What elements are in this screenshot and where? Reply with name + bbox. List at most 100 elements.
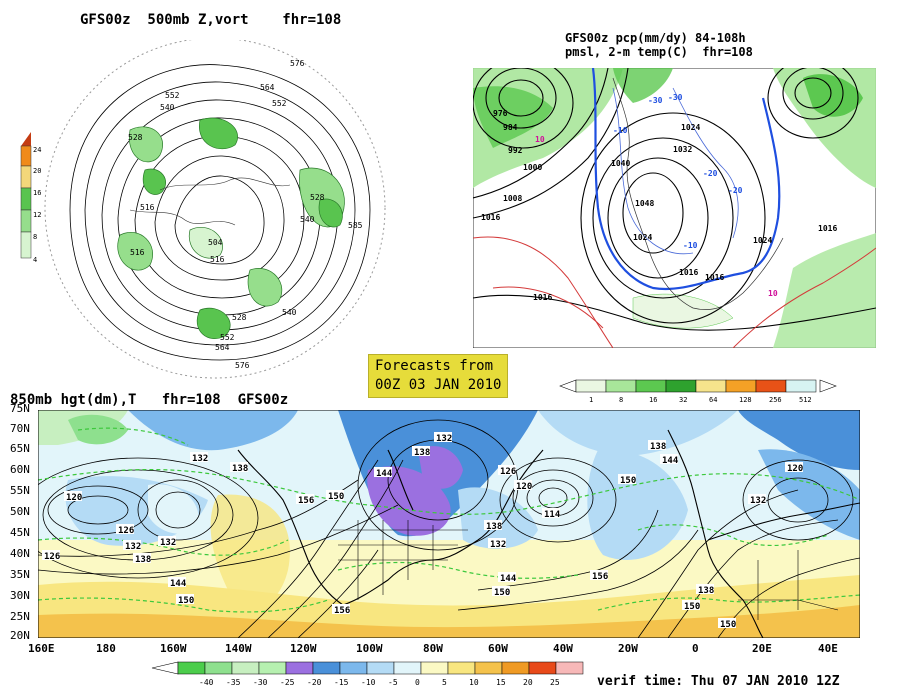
pressure-label: 1016 <box>818 224 837 233</box>
hemisphere-850mb-map: 132 138 120 126 132 138 144 150 156 144 … <box>38 410 860 638</box>
temp-scale-label: -35 <box>226 678 241 687</box>
temp-label: -30 <box>648 96 663 105</box>
pressure-label: 1016 <box>679 268 698 277</box>
pressure-label: 992 <box>508 146 523 155</box>
lat-label: 70N <box>10 422 30 435</box>
contour-label: 504 <box>208 238 223 247</box>
temp-scale-label: 10 <box>469 678 479 687</box>
lon-label: 140W <box>225 642 252 655</box>
temp-scale-swatch <box>231 661 260 675</box>
forecast-init-time: 00Z 03 JAN 2010 <box>375 377 502 393</box>
height-label: 114 <box>544 510 561 520</box>
height-label: 132 <box>160 538 176 548</box>
precip-scale-label: 512 <box>799 396 812 404</box>
precip-scale-swatch <box>635 379 667 393</box>
temp-scale-label: -25 <box>280 678 295 687</box>
lon-label: 60W <box>488 642 508 655</box>
temp-scale-label: 5 <box>442 678 447 687</box>
precip-scale-label: 16 <box>649 396 657 404</box>
precip-scale-swatch <box>725 379 757 393</box>
height-label: 120 <box>66 493 82 503</box>
precip-scale-swatch <box>605 379 637 393</box>
scale-label: 8 <box>33 233 37 241</box>
temp-scale-label: 0 <box>415 678 420 687</box>
precip-scale-swatch <box>665 379 697 393</box>
contour-label: 528 <box>128 133 143 142</box>
temp-label: -20 <box>728 186 743 195</box>
contour-label: 564 <box>260 83 275 92</box>
precip-scale-label: 256 <box>769 396 782 404</box>
lat-label: 50N <box>10 505 30 518</box>
temp-label: -30 <box>668 93 683 102</box>
height-label: 138 <box>414 448 430 458</box>
temp-scale-swatch <box>474 661 503 675</box>
height-label: 144 <box>500 574 517 584</box>
contour-label: 552 <box>272 99 287 108</box>
contour-label: 585 <box>348 221 363 230</box>
lat-label: 55N <box>10 484 30 497</box>
contour-label: 576 <box>290 59 305 68</box>
height-label: 138 <box>650 442 666 452</box>
height-label: 144 <box>376 469 393 479</box>
pressure-label: 976 <box>493 109 508 118</box>
pressure-label: 984 <box>503 123 518 132</box>
polar-contour-labels: 576 564 552 540 528 516 504 516 528 540 … <box>128 59 363 370</box>
temp-scale-label: -5 <box>388 678 398 687</box>
temp-scale-swatch <box>366 661 395 675</box>
temp-scale-label: -40 <box>199 678 214 687</box>
scale-swatch <box>20 231 32 259</box>
temp-label: 10 <box>768 289 778 298</box>
temp-scale-swatch <box>447 661 476 675</box>
height-label: 126 <box>500 467 516 477</box>
precip-scale-swatch <box>575 379 607 393</box>
temp-scale-swatch <box>339 661 368 675</box>
pressure-label: 1016 <box>533 293 552 302</box>
contour-label: 552 <box>220 333 235 342</box>
contour-label: 564 <box>215 343 230 352</box>
scale-label: 4 <box>33 256 37 264</box>
height-label: 150 <box>684 602 700 612</box>
temperature-scale: -40 -35 -30 -25 -20 -15 -10 -5 0 5 10 15 20 25 <box>151 661 584 687</box>
temp-scale-label: 25 <box>550 678 560 687</box>
lon-label: 20W <box>618 642 638 655</box>
contour-label: 540 <box>300 215 315 224</box>
height-label: 132 <box>192 454 208 464</box>
temp-scale-swatch <box>312 661 341 675</box>
lon-label: 160W <box>160 642 187 655</box>
temp-scale-swatch <box>501 661 530 675</box>
pressure-label: 1024 <box>633 233 652 242</box>
precip-scale-swatch <box>785 379 817 393</box>
temp-scale-label: 20 <box>523 678 533 687</box>
pressure-label: 1024 <box>681 123 700 132</box>
precip-scale: 1 8 16 32 64 128 256 512 <box>559 379 837 404</box>
contour-label: 540 <box>282 308 297 317</box>
polar-stereographic-map: 576 564 552 540 528 516 504 516 528 540 … <box>44 40 386 379</box>
height-label: 156 <box>298 496 314 506</box>
precip-scale-swatch <box>755 379 787 393</box>
forecast-from-label: Forecasts from <box>375 358 494 374</box>
pressure-label: 1016 <box>705 273 724 282</box>
height-label: 126 <box>44 552 60 562</box>
scale-arrow-top <box>21 132 31 146</box>
height-label: 150 <box>178 596 194 606</box>
verif-time: verif time: Thu 07 JAN 2010 12Z <box>597 674 840 689</box>
contour-label: 528 <box>310 193 325 202</box>
height-label: 132 <box>750 496 766 506</box>
lon-label: 0 <box>692 642 699 655</box>
temp-scale-swatch <box>177 661 206 675</box>
scale-label: 20 <box>33 167 41 175</box>
temp-label: -10 <box>683 241 698 250</box>
temp-scale-label: -10 <box>361 678 376 687</box>
scale-swatch <box>20 145 32 167</box>
longitude-axis: 160E 180 160W 140W 120W 100W 80W 60W 40W… <box>0 642 900 656</box>
contour-label: 516 <box>130 248 145 257</box>
scale-swatch <box>20 209 32 233</box>
height-label: 156 <box>592 572 608 582</box>
temp-label: 10 <box>535 135 545 144</box>
height-label: 150 <box>494 588 510 598</box>
temp-scale-swatch <box>285 661 314 675</box>
scale-swatch <box>20 187 32 211</box>
precip-scale-label: 64 <box>709 396 717 404</box>
temp-scale-label: 15 <box>496 678 506 687</box>
height-label: 150 <box>720 620 736 630</box>
